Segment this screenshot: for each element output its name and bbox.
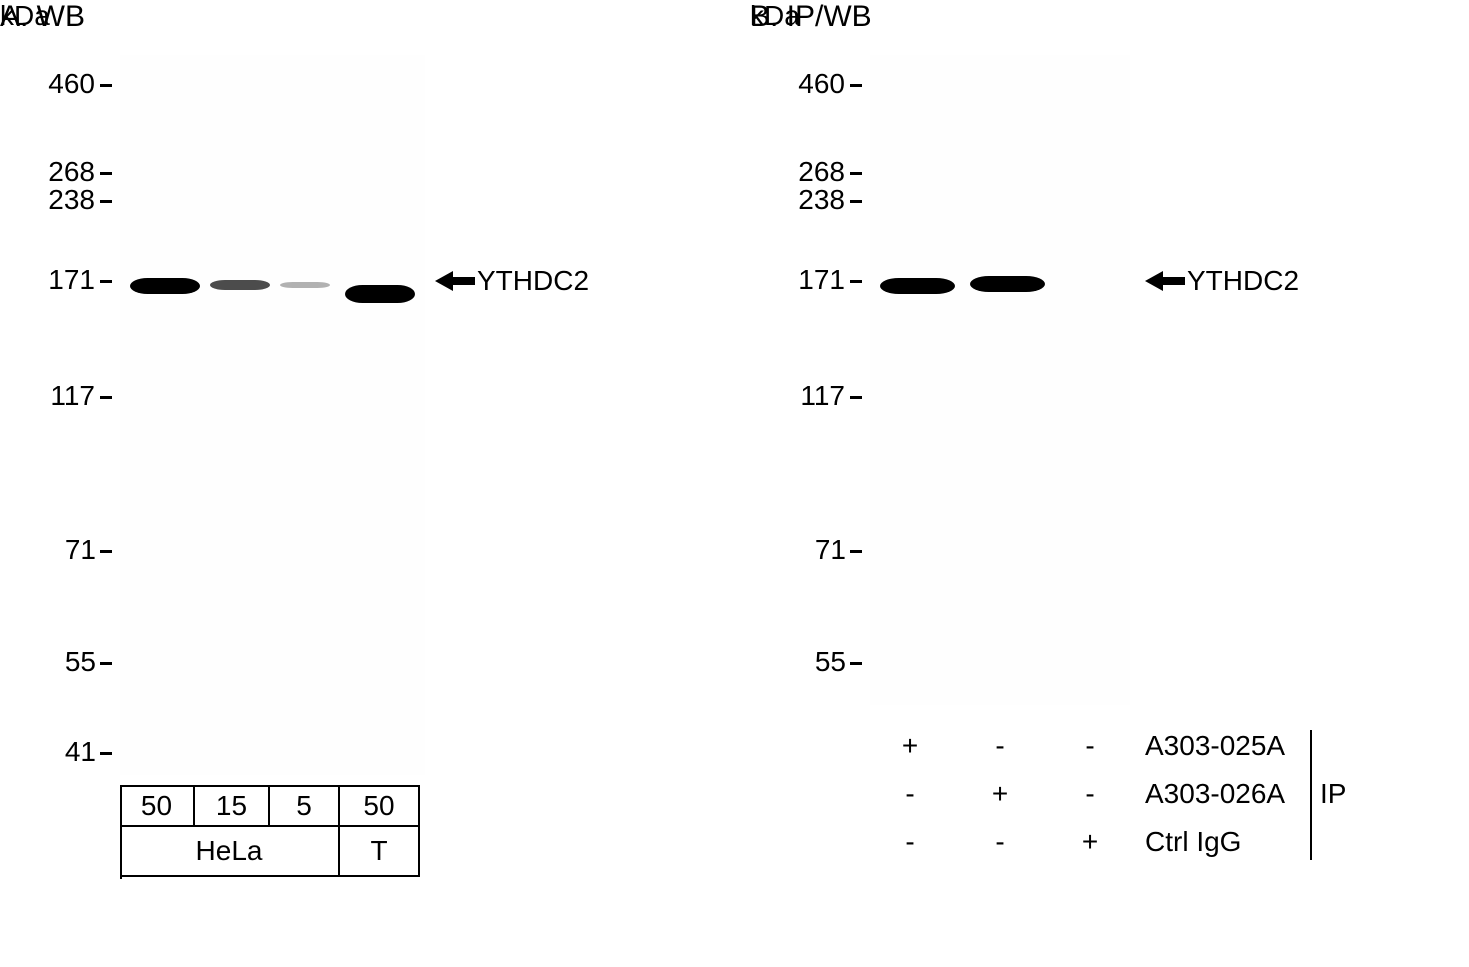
mw-117-a: 117	[40, 380, 95, 412]
ip-label-0: A303-025A	[1145, 730, 1285, 762]
lane-load-2: 15	[195, 785, 270, 827]
ip-label-2: Ctrl IgG	[1145, 826, 1241, 858]
mw-tick	[100, 280, 112, 283]
target-label-a: YTHDC2	[435, 265, 589, 297]
target-text-a: YTHDC2	[477, 265, 589, 297]
mw-71-b: 71	[806, 534, 846, 566]
ip-sym: -	[1070, 778, 1110, 810]
band-b-lane2	[970, 276, 1045, 292]
mw-tick	[850, 280, 862, 283]
ip-sym: -	[1070, 730, 1110, 762]
lane-load-text: 50	[363, 790, 394, 822]
mw-460-a: 460	[40, 68, 95, 100]
ip-sym: -	[890, 826, 930, 858]
mw-117-b: 117	[790, 380, 845, 412]
lane-load-text: 15	[216, 790, 247, 822]
band-a-lane4	[345, 285, 415, 303]
mw-tick	[100, 550, 112, 553]
mw-171-a: 171	[40, 264, 95, 296]
ip-sym: +	[890, 730, 930, 762]
kda-label-b: kDa	[750, 0, 800, 32]
ip-label-1: A303-026A	[1145, 778, 1285, 810]
blot-a	[120, 55, 425, 775]
lane-load-text: 5	[296, 790, 312, 822]
lane-load-1: 50	[120, 785, 195, 827]
sample-text: T	[370, 835, 387, 867]
band-a-lane2	[210, 280, 270, 290]
ip-group-label: IP	[1320, 778, 1346, 810]
lane-load-3: 5	[270, 785, 340, 827]
arrow-icon	[435, 269, 475, 293]
ip-bracket-line	[1310, 730, 1312, 860]
mw-tick	[850, 550, 862, 553]
lane-load-4: 50	[340, 785, 420, 827]
mw-tick	[850, 396, 862, 399]
band-b-lane1	[880, 278, 955, 294]
mw-tick	[100, 752, 112, 755]
mw-71-a: 71	[56, 534, 96, 566]
sample-t: T	[340, 827, 420, 877]
sample-hela: HeLa	[120, 827, 340, 877]
target-text-b: YTHDC2	[1187, 265, 1299, 297]
mw-171-b: 171	[790, 264, 845, 296]
mw-tick	[100, 172, 112, 175]
mw-238-a: 238	[40, 184, 95, 216]
arrow-icon	[1145, 269, 1185, 293]
mw-tick	[850, 662, 862, 665]
mw-tick	[100, 662, 112, 665]
mw-tick	[850, 84, 862, 87]
mw-tick	[850, 200, 862, 203]
sample-text: HeLa	[196, 835, 263, 867]
target-label-b: YTHDC2	[1145, 265, 1299, 297]
ip-sym: +	[980, 778, 1020, 810]
mw-tick	[100, 84, 112, 87]
kda-label-a: kDa	[0, 0, 50, 32]
ip-sym: -	[980, 730, 1020, 762]
ip-sym: -	[890, 778, 930, 810]
mw-238-b: 238	[790, 184, 845, 216]
mw-tick	[100, 396, 112, 399]
band-a-lane1	[130, 278, 200, 294]
ip-sym: -	[980, 826, 1020, 858]
mw-55-b: 55	[806, 646, 846, 678]
panel-a: A. WB kDa 460 268 238 171 117 71 55 41 Y…	[0, 0, 740, 960]
mw-tick	[100, 200, 112, 203]
lane-load-text: 50	[141, 790, 172, 822]
mw-tick	[850, 172, 862, 175]
band-a-lane3	[280, 282, 330, 288]
mw-41-a: 41	[56, 736, 96, 768]
ip-sym: +	[1070, 826, 1110, 858]
blot-b	[870, 55, 1130, 705]
panel-b: B. IP/WB kDa 460 268 238 171 117 71 55 Y…	[750, 0, 1469, 960]
mw-460-b: 460	[790, 68, 845, 100]
mw-55-a: 55	[56, 646, 96, 678]
